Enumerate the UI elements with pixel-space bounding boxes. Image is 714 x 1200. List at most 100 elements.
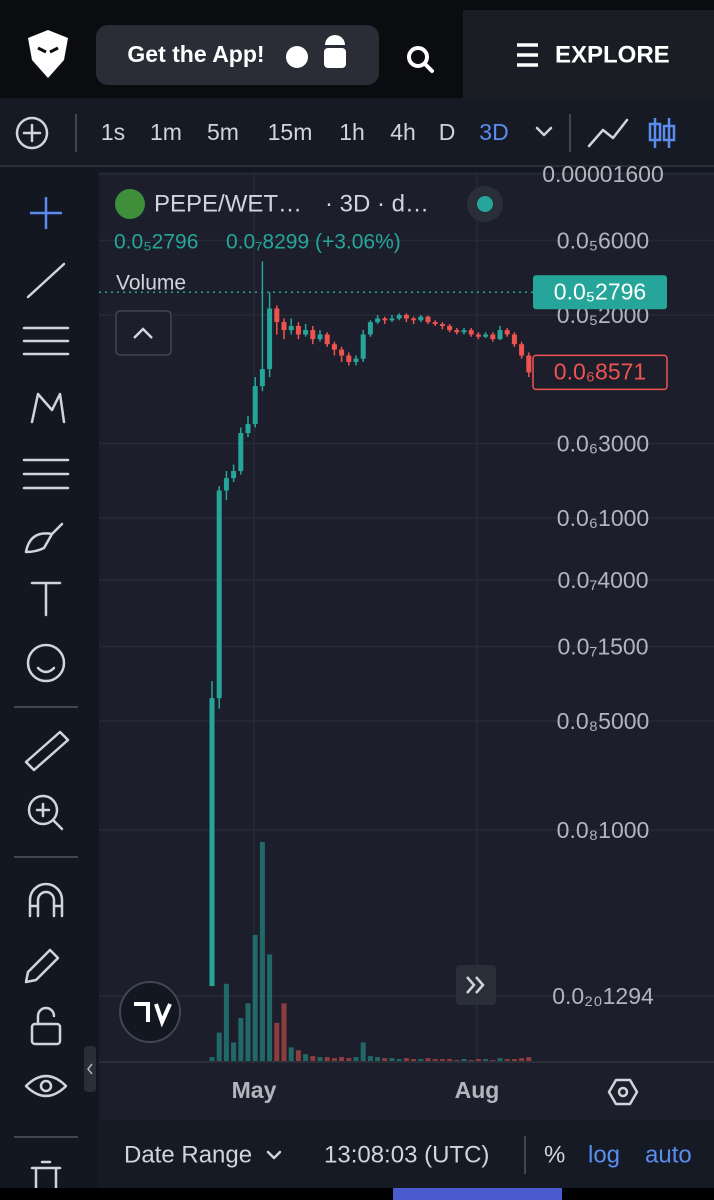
- toolbar: [0, 98, 714, 166]
- volume-bar: [346, 1058, 352, 1062]
- candle-body: [504, 330, 510, 335]
- explore-button[interactable]: [463, 10, 714, 98]
- android-icon: [324, 48, 346, 68]
- scroll-latest[interactable]: [456, 965, 496, 1005]
- volume-bar: [475, 1059, 481, 1062]
- candle-body: [497, 330, 503, 340]
- volume-bar: [267, 954, 273, 1062]
- candles: [209, 261, 532, 987]
- fib-tool[interactable]: [22, 326, 70, 356]
- timeframe[interactable]: 1m: [150, 119, 182, 145]
- bottom-tab[interactable]: [393, 1188, 562, 1200]
- emoji-tool[interactable]: [26, 643, 66, 683]
- volume-bar: [511, 1059, 517, 1062]
- delete-tool[interactable]: [30, 1160, 62, 1197]
- volume-bar: [403, 1058, 409, 1062]
- collapse-arrow: [87, 1063, 93, 1075]
- volume-bar: [274, 1022, 280, 1062]
- brush-tool[interactable]: [24, 522, 64, 554]
- add-icon[interactable]: [15, 116, 49, 150]
- crosshair-tool[interactable]: [30, 197, 62, 229]
- percent-toggle[interactable]: %: [544, 1141, 565, 1168]
- candle-body: [425, 316, 431, 323]
- candle-body: [447, 326, 453, 331]
- candle-body: [317, 334, 323, 340]
- clock[interactable]: 13:08:03 (UTC): [324, 1141, 489, 1168]
- footer: [99, 1120, 714, 1188]
- legend-toggle[interactable]: [115, 310, 172, 356]
- volume-bar: [432, 1059, 438, 1062]
- x-tick-label: May: [232, 1077, 277, 1103]
- zoom-tool[interactable]: [27, 794, 59, 826]
- y-tick-label: 0.0₇1500: [557, 634, 648, 660]
- date-range[interactable]: Date Range: [124, 1141, 252, 1168]
- volume-bar: [483, 1059, 489, 1062]
- candle-body: [259, 369, 265, 387]
- candle-body: [411, 318, 417, 321]
- logo[interactable]: [28, 30, 68, 78]
- explore-label: EXPLORE: [555, 41, 670, 68]
- more-chevron[interactable]: [535, 126, 553, 137]
- volume-bar: [526, 1057, 532, 1062]
- collapse-handle[interactable]: [84, 1046, 96, 1092]
- timeframe[interactable]: 5m: [207, 119, 239, 145]
- candle-body: [490, 334, 496, 340]
- volume-bar: [223, 983, 229, 1062]
- line-style-icon[interactable]: [587, 118, 629, 148]
- menu-icon: [517, 43, 538, 67]
- volume-bar: [331, 1058, 337, 1062]
- candle-body: [238, 433, 244, 472]
- visibility-tool[interactable]: [24, 1074, 68, 1098]
- line-tool[interactable]: [26, 262, 66, 299]
- timeframe[interactable]: 4h: [390, 119, 416, 145]
- pepe-icon: [115, 189, 145, 219]
- y-tick-label: 0.0₈5000: [557, 708, 650, 734]
- ruler-tool[interactable]: [24, 730, 70, 772]
- search-icon[interactable]: [407, 46, 429, 68]
- legend-price: 0.0₅2796: [114, 231, 198, 254]
- auto-toggle[interactable]: auto: [645, 1141, 692, 1168]
- y-tick-label: 0.0₈1000: [557, 817, 650, 843]
- log-toggle[interactable]: log: [588, 1141, 620, 1168]
- candle-body: [396, 314, 402, 319]
- text-tool[interactable]: [30, 581, 62, 617]
- status-dot: [477, 196, 493, 212]
- lock-tool[interactable]: [30, 1022, 62, 1046]
- volume-bar: [288, 1047, 294, 1062]
- settings-icon[interactable]: [607, 1078, 639, 1106]
- candle-body: [483, 334, 489, 337]
- app-button[interactable]: [96, 25, 379, 85]
- volume-bar: [216, 1032, 222, 1062]
- timeframe[interactable]: 15m: [268, 119, 313, 145]
- timeframe[interactable]: 1h: [339, 119, 365, 145]
- candle-body: [389, 318, 395, 321]
- volume-bar: [295, 1050, 301, 1062]
- volume-bar: [231, 1042, 237, 1062]
- pattern-tool[interactable]: [30, 392, 66, 424]
- prediction-tool[interactable]: [22, 458, 70, 490]
- candle-body: [353, 358, 359, 362]
- legend-change: 0.0₇8299 (+3.06%): [226, 231, 401, 254]
- volume-bar: [360, 1042, 366, 1062]
- volume-bar: [396, 1059, 402, 1062]
- volume-bar: [353, 1057, 359, 1062]
- logo-eyes: [37, 46, 59, 54]
- zoom-plus: [35, 802, 64, 831]
- candle-body: [468, 330, 474, 335]
- magnet-tool[interactable]: [28, 882, 64, 918]
- volume-bar: [497, 1058, 503, 1062]
- timeframe[interactable]: 1s: [101, 119, 125, 145]
- lock-drawings-tool[interactable]: [24, 948, 60, 984]
- timeframe[interactable]: 3D: [479, 119, 508, 145]
- candle-body: [454, 330, 460, 333]
- x-tick-label: Aug: [455, 1077, 500, 1103]
- scroll-arrows: [466, 976, 485, 994]
- candle-body: [245, 424, 251, 434]
- settings-center: [617, 1086, 629, 1098]
- candle-body: [209, 698, 215, 987]
- timeframe[interactable]: D: [439, 119, 456, 145]
- candle-body: [324, 334, 330, 345]
- current-price-label: 0.0₆8571: [554, 358, 646, 384]
